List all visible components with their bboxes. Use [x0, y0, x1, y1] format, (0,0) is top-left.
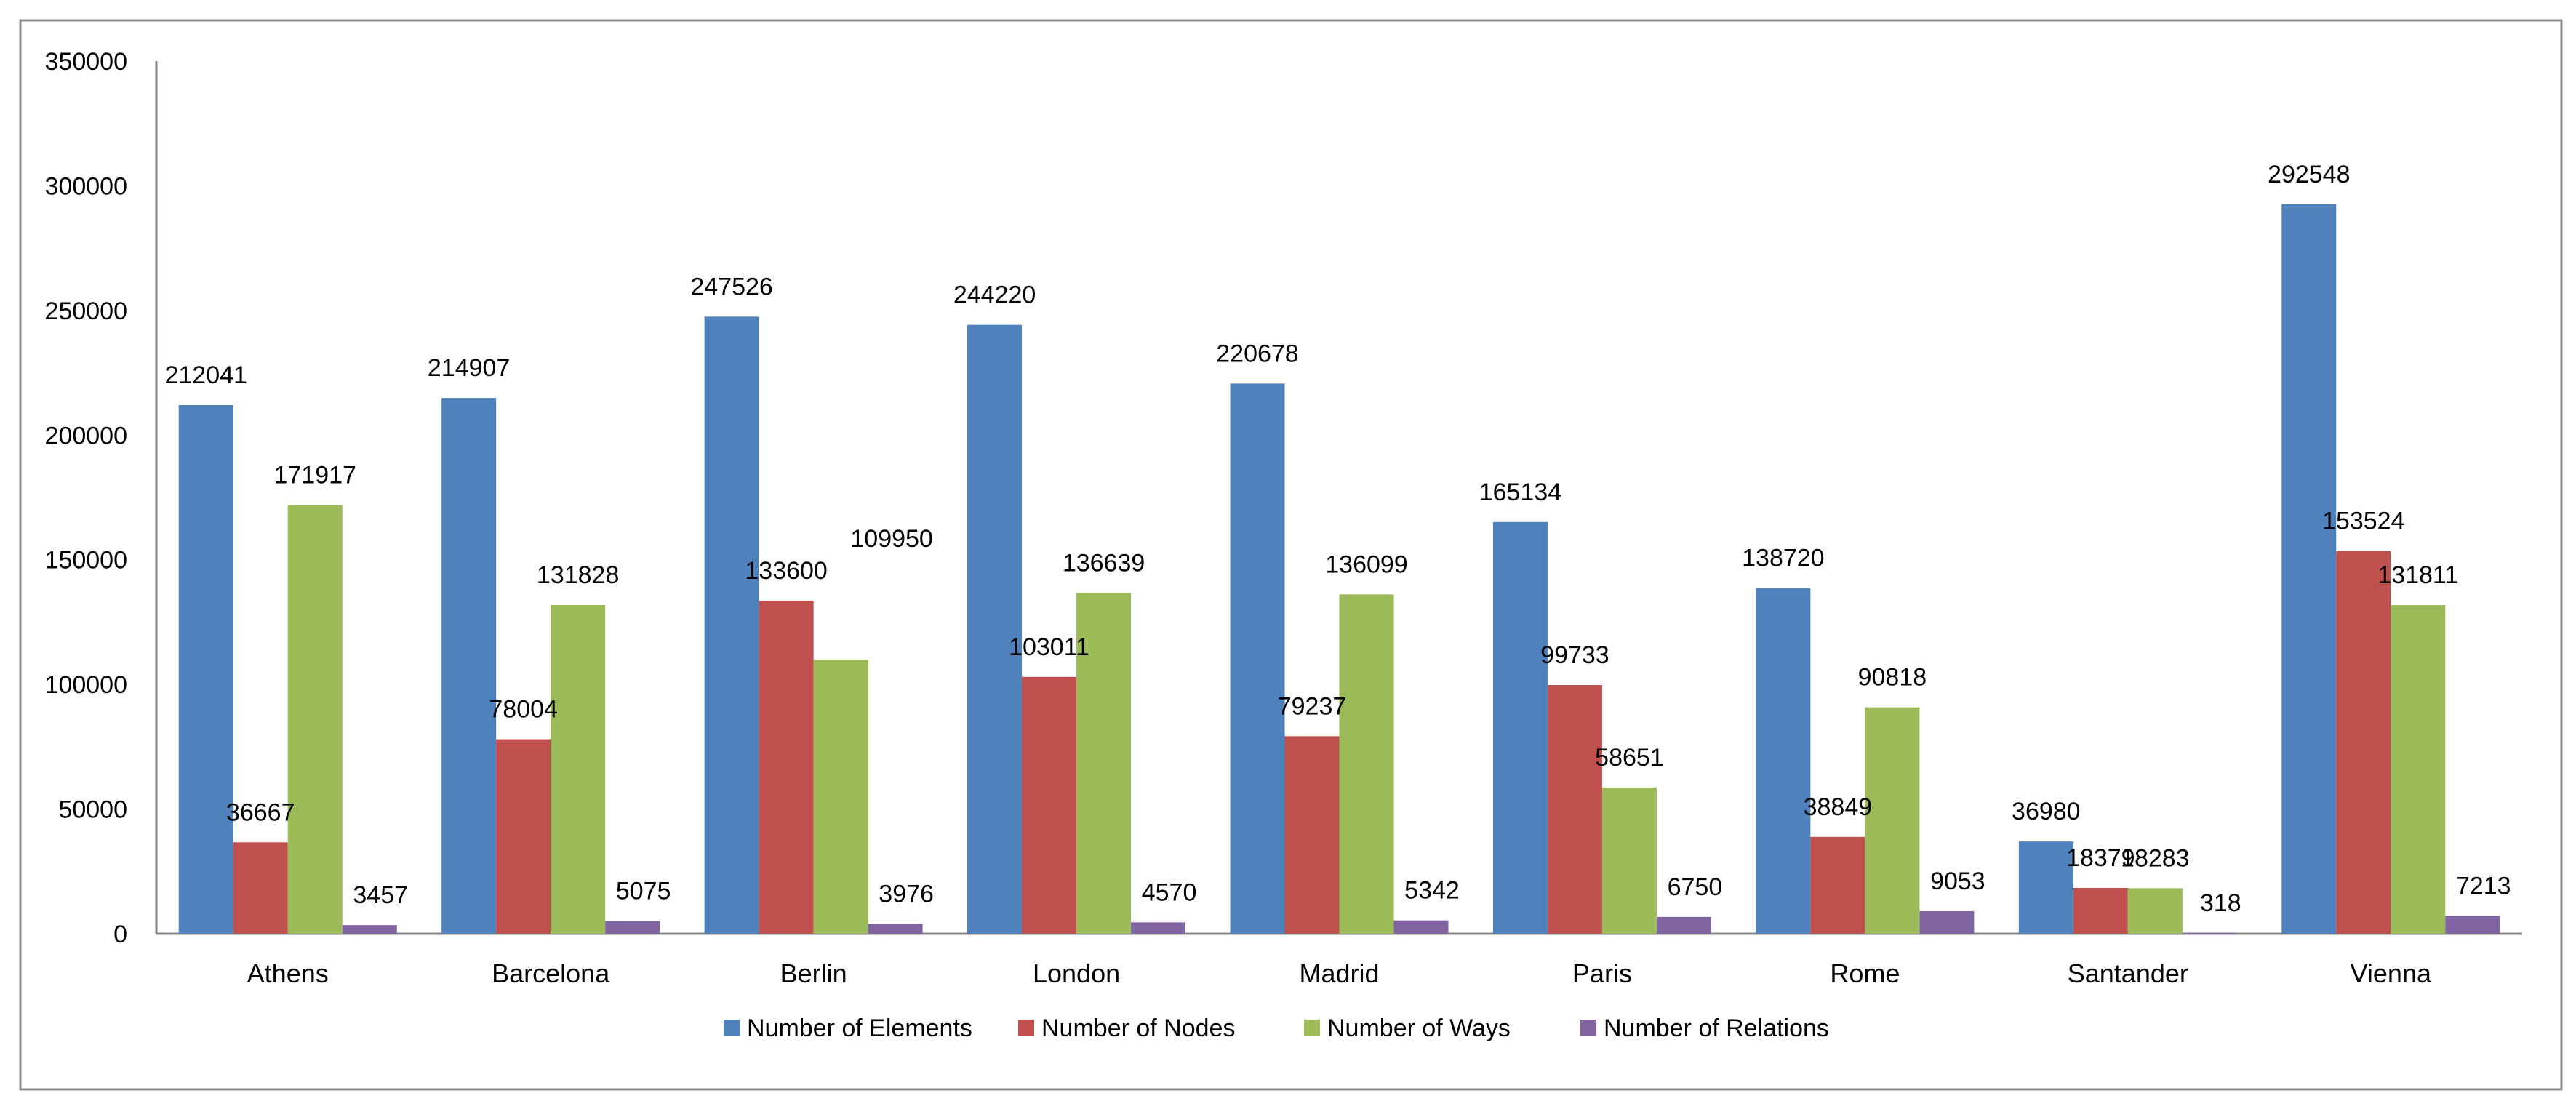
- bar-number-of-nodes: [759, 600, 814, 934]
- data-label: 244220: [953, 281, 1036, 309]
- bar-number-of-relations: [868, 924, 923, 934]
- data-label: 99733: [1540, 641, 1609, 669]
- data-label: 131811: [2377, 561, 2458, 589]
- data-label: 18379: [2066, 844, 2135, 872]
- legend-label: Number of Elements: [747, 1014, 972, 1042]
- legend-swatch: [1304, 1020, 1320, 1036]
- data-label: 7213: [2456, 872, 2511, 900]
- bar-number-of-ways: [1865, 707, 1920, 934]
- bar-number-of-ways: [1076, 593, 1132, 934]
- bar-number-of-nodes: [1810, 836, 1865, 934]
- bar-number-of-nodes: [2073, 887, 2128, 934]
- data-label: 165134: [1479, 479, 1561, 506]
- bar-number-of-relations: [1656, 916, 1711, 934]
- bar-number-of-elements: [967, 324, 1023, 934]
- y-tick-label: 150000: [45, 547, 127, 574]
- data-label: 36980: [2012, 798, 2081, 825]
- data-label: 136639: [1063, 550, 1145, 577]
- bar-number-of-elements: [2281, 204, 2337, 934]
- bar-number-of-nodes: [1022, 676, 1077, 934]
- bar-number-of-elements: [2018, 841, 2073, 934]
- data-label: 212041: [164, 361, 247, 389]
- data-label: 103011: [1009, 633, 1089, 661]
- data-label: 3976: [879, 880, 934, 908]
- data-label: 90818: [1858, 664, 1927, 692]
- bar-number-of-nodes: [2336, 551, 2391, 934]
- legend-swatch: [1580, 1020, 1596, 1036]
- bar-number-of-relations: [1919, 910, 1975, 934]
- data-label: 3457: [353, 881, 408, 909]
- bar-number-of-nodes: [496, 739, 551, 934]
- y-tick-label: 300000: [45, 172, 127, 200]
- data-label: 214907: [428, 354, 510, 382]
- data-label: 138720: [1742, 544, 1824, 572]
- bar-number-of-nodes: [1284, 736, 1340, 934]
- y-tick-label: 50000: [58, 796, 127, 824]
- data-label: 6750: [1668, 873, 1723, 901]
- bar-number-of-relations: [605, 921, 660, 934]
- data-label: 58651: [1595, 744, 1664, 772]
- data-label: 5075: [616, 878, 671, 905]
- y-tick-label: 0: [113, 921, 127, 948]
- data-label: 4570: [1142, 878, 1197, 906]
- bar-number-of-relations: [342, 925, 397, 934]
- legend-swatch: [1018, 1020, 1034, 1036]
- bar-number-of-relations: [1131, 922, 1186, 934]
- legend-label: Number of Relations: [1604, 1014, 1829, 1042]
- x-tick-label: Paris: [1572, 958, 1632, 988]
- x-tick-label: Madrid: [1299, 958, 1379, 988]
- bar-number-of-elements: [178, 405, 233, 934]
- y-tick-label: 250000: [45, 297, 127, 325]
- legend-label: Number of Nodes: [1041, 1014, 1235, 1042]
- data-label: 78004: [489, 696, 558, 724]
- data-label: 153524: [2322, 508, 2404, 535]
- data-label: 79237: [1278, 692, 1347, 720]
- bar-number-of-elements: [704, 316, 759, 934]
- y-tick-label: 350000: [45, 48, 127, 76]
- x-tick-label: Athens: [247, 958, 329, 988]
- bar-number-of-ways: [1601, 787, 1657, 934]
- data-label: 133600: [745, 557, 827, 585]
- data-label: 220678: [1216, 340, 1298, 367]
- bar-number-of-ways: [2391, 605, 2446, 934]
- bar-number-of-elements: [1230, 383, 1285, 934]
- bar-number-of-relations: [2182, 932, 2237, 934]
- bar-number-of-ways: [1339, 594, 1394, 934]
- bar-number-of-elements: [1756, 588, 1811, 934]
- bar-number-of-ways: [2127, 888, 2183, 934]
- bar-number-of-nodes: [233, 842, 288, 934]
- data-label: 131828: [537, 561, 619, 589]
- data-label: 318: [2200, 889, 2241, 917]
- bar-number-of-nodes: [1547, 685, 1602, 934]
- y-tick-label: 100000: [45, 671, 127, 699]
- bar-number-of-ways: [551, 605, 606, 934]
- bar-number-of-elements: [441, 398, 497, 934]
- bar-number-of-ways: [813, 660, 868, 934]
- data-label: 292548: [2268, 161, 2350, 188]
- bar-number-of-relations: [2445, 916, 2500, 934]
- data-label: 9053: [1930, 868, 1985, 895]
- data-label: 109950: [850, 525, 932, 553]
- x-tick-label: Barcelona: [492, 958, 610, 988]
- data-label: 38849: [1804, 793, 1873, 821]
- legend-label: Number of Ways: [1327, 1014, 1511, 1042]
- data-label: 36667: [226, 798, 295, 826]
- data-label: 171917: [273, 462, 356, 489]
- bar-number-of-relations: [1393, 920, 1449, 934]
- y-tick-label: 200000: [45, 422, 127, 449]
- data-label: 18283: [2121, 844, 2190, 872]
- x-tick-label: Berlin: [780, 958, 847, 988]
- bar-number-of-elements: [1492, 521, 1548, 934]
- data-label: 5342: [1404, 877, 1460, 905]
- x-tick-label: Santander: [2068, 958, 2188, 988]
- x-tick-label: London: [1033, 958, 1120, 988]
- x-tick-label: Rome: [1830, 958, 1900, 988]
- legend-swatch: [724, 1020, 740, 1036]
- data-label: 247526: [690, 273, 772, 300]
- x-tick-label: Vienna: [2351, 958, 2432, 988]
- data-label: 136099: [1325, 551, 1407, 578]
- bar-number-of-ways: [287, 505, 343, 934]
